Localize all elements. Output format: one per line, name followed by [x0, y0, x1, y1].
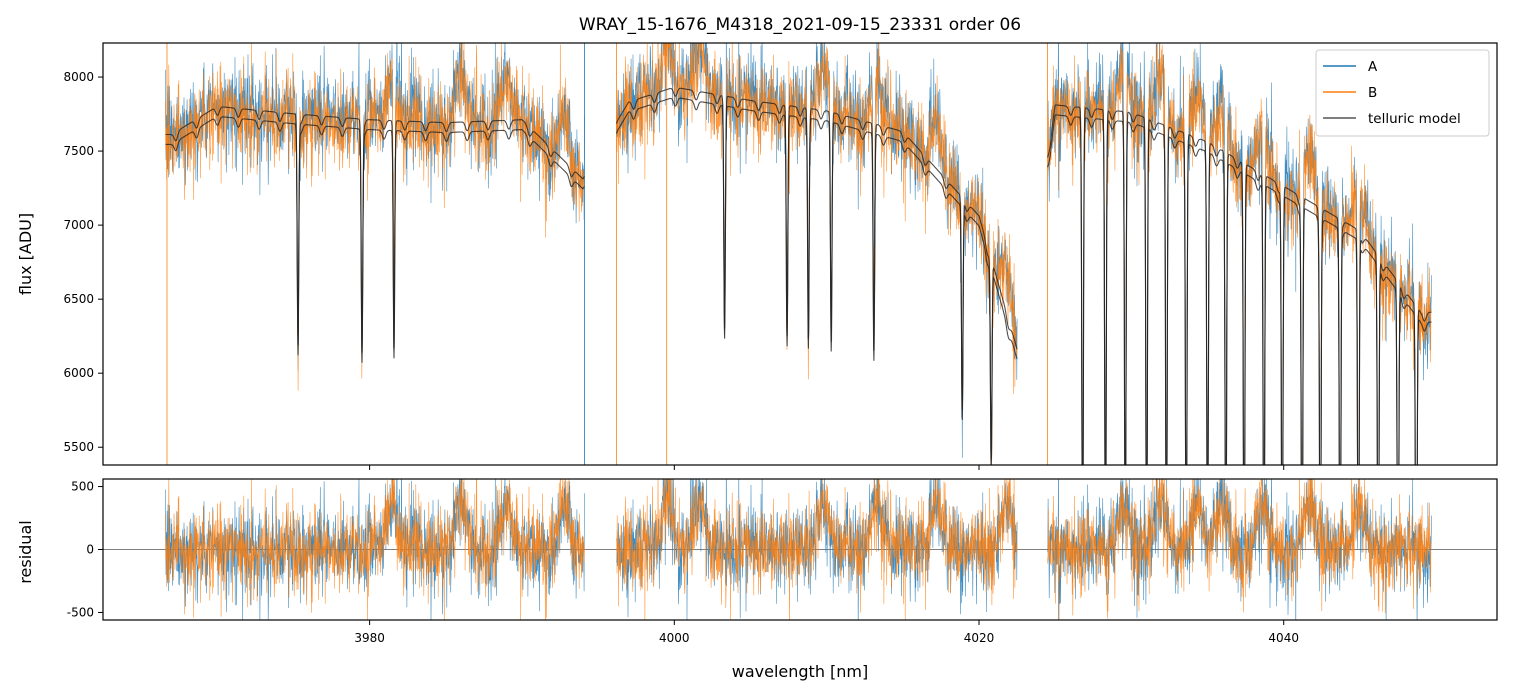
flux-y-tick-label: 7000 — [63, 218, 94, 232]
series-a-flux-segment-3 — [1047, 43, 1432, 465]
legend-label-b: B — [1368, 85, 1377, 101]
series-b-residual-segment-1 — [165, 479, 585, 620]
series-b-flux-segment-3 — [1047, 43, 1432, 465]
residual-plot-area — [103, 479, 1497, 620]
series-b-flux-segment-1 — [165, 43, 585, 391]
telluric-model-b-segment-2 — [615, 97, 1018, 465]
flux-y-tick-label: 7500 — [63, 144, 94, 158]
residual-y-tick-label: 0 — [86, 543, 94, 557]
flux-y-tick-label: 5500 — [63, 440, 94, 454]
telluric-model-b-segment-1 — [165, 116, 585, 363]
x-axis-label: wavelength [nm] — [732, 662, 869, 681]
telluric-model-a-segment-2 — [615, 87, 1018, 460]
flux-axes-frame — [102, 42, 1498, 466]
residual-x-tick-label: 4020 — [964, 631, 995, 645]
flux-x-ticks — [369, 465, 1285, 470]
residual-x-tick-label: 4040 — [1268, 631, 1299, 645]
legend-label-a: A — [1368, 59, 1378, 75]
residual-y-ticks: -500 0 500 — [67, 480, 103, 619]
series-a-residual-segment-3 — [1047, 479, 1432, 620]
residual-y-tick-label: 500 — [71, 480, 94, 494]
residual-y-tick-label: -500 — [67, 605, 94, 619]
flux-y-ticks: 5500 6000 6500 7000 7500 8000 — [63, 70, 103, 454]
residual-y-axis-label: residual — [16, 520, 35, 583]
series-b-flux-segment-2 — [616, 43, 1018, 465]
series-b-residual-segment-2 — [616, 479, 1018, 620]
residual-x-tick-label: 3980 — [354, 631, 385, 645]
residual-x-tick-label: 4000 — [659, 631, 690, 645]
residual-x-ticks: 3980 4000 4020 4040 — [354, 620, 1299, 645]
legend-box — [1315, 49, 1490, 137]
telluric-model-a-segment-1 — [165, 106, 585, 353]
flux-y-tick-label: 8000 — [63, 70, 94, 84]
series-b-residual-segment-3 — [1047, 479, 1432, 620]
chart-title: WRAY_15-1676_M4318_2021-09-15_23331 orde… — [579, 15, 1021, 35]
flux-panel: 5500 6000 6500 7000 7500 8000 flux [ADU] — [16, 42, 1498, 470]
legend: A B telluric model — [1315, 49, 1490, 137]
telluric-model-b-segment-3 — [1047, 114, 1432, 465]
flux-y-tick-label: 6000 — [63, 366, 94, 380]
flux-plot-area — [165, 43, 1432, 465]
flux-y-axis-label: flux [ADU] — [16, 213, 35, 295]
telluric-model-a-segment-3 — [1047, 104, 1432, 465]
residual-panel: -500 0 500 3980 4000 4020 4040 residual wavel… — [16, 478, 1498, 681]
legend-label-telluric: telluric model — [1368, 111, 1461, 127]
flux-y-tick-label: 6500 — [63, 292, 94, 306]
